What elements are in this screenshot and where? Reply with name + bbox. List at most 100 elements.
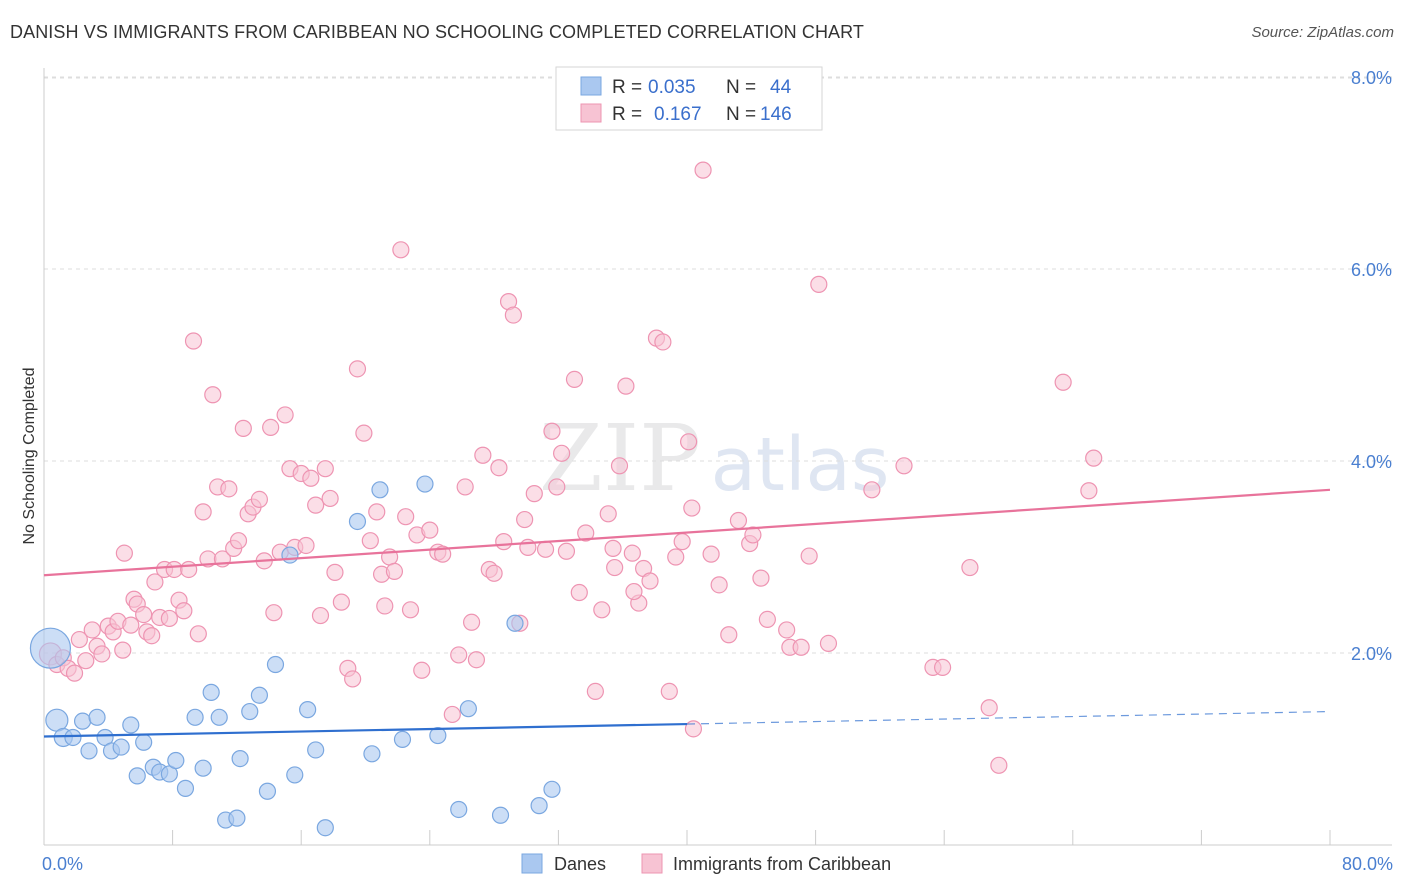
danes-point: [73, 712, 92, 730]
caribbean-point: [65, 664, 84, 682]
legend-r-label: R =: [612, 104, 642, 125]
caribbean-point: [606, 558, 624, 577]
danes-point: [128, 767, 146, 785]
danes-point: [459, 700, 477, 718]
caribbean-point: [348, 360, 367, 378]
danes-point: [228, 809, 246, 827]
caribbean-point: [536, 540, 555, 558]
legend-n-label: N =: [726, 104, 756, 125]
danes-point: [186, 708, 204, 726]
caribbean-point: [467, 651, 486, 669]
danes-point: [506, 614, 524, 632]
caribbean-point: [702, 545, 720, 563]
bottom-legend: Danes Immigrants from Caribbean: [521, 853, 891, 874]
caribbean-point: [443, 705, 461, 724]
danes-point: [281, 546, 299, 564]
caribbean-point: [863, 481, 881, 499]
caribbean-point: [1054, 373, 1072, 391]
caribbean-point: [421, 521, 439, 539]
caribbean-point: [684, 720, 703, 738]
danes-points: [29, 475, 561, 837]
danes-point: [167, 751, 185, 770]
bottom-legend-label-caribbean: Immigrants from Caribbean: [673, 854, 891, 874]
y-tick-label: 6.0%: [1351, 260, 1392, 280]
x-tick-labels: 0.0% 80.0%: [42, 854, 1393, 874]
legend-r-value: 0.167: [654, 104, 702, 125]
caribbean-point: [77, 652, 95, 670]
caribbean-point: [720, 626, 738, 644]
danes-point: [363, 745, 381, 763]
danes-point: [210, 708, 228, 726]
y-tick-labels: 2.0% 4.0% 6.0% 8.0%: [1351, 68, 1392, 664]
danes-point: [266, 655, 285, 674]
caribbean-point: [680, 433, 698, 451]
danes-point: [64, 728, 82, 747]
caribbean-points: [38, 161, 1103, 774]
danes-point: [286, 766, 304, 784]
caribbean-point: [577, 524, 595, 542]
caribbean-point: [980, 699, 998, 717]
caribbean-point: [194, 503, 212, 521]
caribbean-point: [525, 485, 543, 503]
danes-point: [450, 800, 468, 819]
danes-point: [416, 475, 434, 493]
caribbean-point: [1080, 482, 1098, 500]
caribbean-point: [250, 490, 269, 508]
y-tick-label: 8.0%: [1351, 68, 1392, 88]
caribbean-point: [792, 638, 810, 656]
chart-title: DANISH VS IMMIGRANTS FROM CARIBBEAN NO S…: [10, 22, 865, 42]
caribbean-point: [146, 573, 164, 591]
caribbean-point: [262, 418, 280, 436]
caribbean-point: [392, 241, 410, 259]
caribbean-point: [311, 606, 330, 625]
caribbean-point: [307, 496, 325, 514]
danes-point: [258, 782, 277, 800]
caribbean-point: [189, 625, 207, 643]
caribbean-point: [570, 583, 588, 602]
caribbean-trendline: [43, 488, 1331, 577]
caribbean-point: [800, 547, 818, 565]
caribbean-point: [234, 419, 252, 437]
danes-point: [371, 481, 389, 499]
caribbean-point: [625, 582, 643, 601]
legend-n-value: 44: [770, 77, 792, 98]
caribbean-point: [376, 597, 394, 615]
caribbean-point: [1085, 449, 1103, 467]
caribbean-point: [401, 601, 420, 619]
danes-point: [316, 819, 334, 837]
caribbean-point: [548, 478, 566, 496]
caribbean-point: [326, 563, 344, 581]
bottom-legend-label-danes: Danes: [554, 854, 606, 874]
danes-trendline: [43, 722, 688, 738]
danes-point: [135, 733, 153, 751]
caribbean-point: [175, 602, 193, 620]
legend-n-value: 146: [760, 104, 792, 125]
caribbean-point: [752, 569, 770, 587]
caribbean-point: [819, 634, 838, 653]
caribbean-point: [115, 544, 133, 562]
danes-point: [202, 683, 220, 701]
danes-point: [231, 749, 249, 768]
caribbean-point: [694, 161, 712, 179]
danes-point: [241, 702, 259, 721]
caribbean-point: [165, 560, 183, 579]
x-tick-label: 80.0%: [1342, 854, 1393, 874]
caribbean-point: [710, 576, 728, 594]
caribbean-point: [744, 526, 762, 544]
caribbean-point: [265, 604, 283, 622]
caribbean-point: [593, 601, 611, 619]
caribbean-point: [184, 332, 203, 350]
danes-point: [80, 742, 98, 760]
caribbean-point: [667, 548, 685, 566]
y-tick-label: 4.0%: [1351, 452, 1392, 472]
caribbean-point: [297, 536, 315, 555]
danes-point: [307, 741, 325, 759]
caribbean-point: [660, 682, 678, 701]
caribbean-point: [93, 645, 111, 663]
caribbean-point: [557, 542, 576, 560]
legend-n-label: N =: [726, 77, 756, 98]
caribbean-point: [180, 560, 198, 579]
caribbean-point: [504, 306, 522, 324]
caribbean-point: [623, 544, 641, 562]
